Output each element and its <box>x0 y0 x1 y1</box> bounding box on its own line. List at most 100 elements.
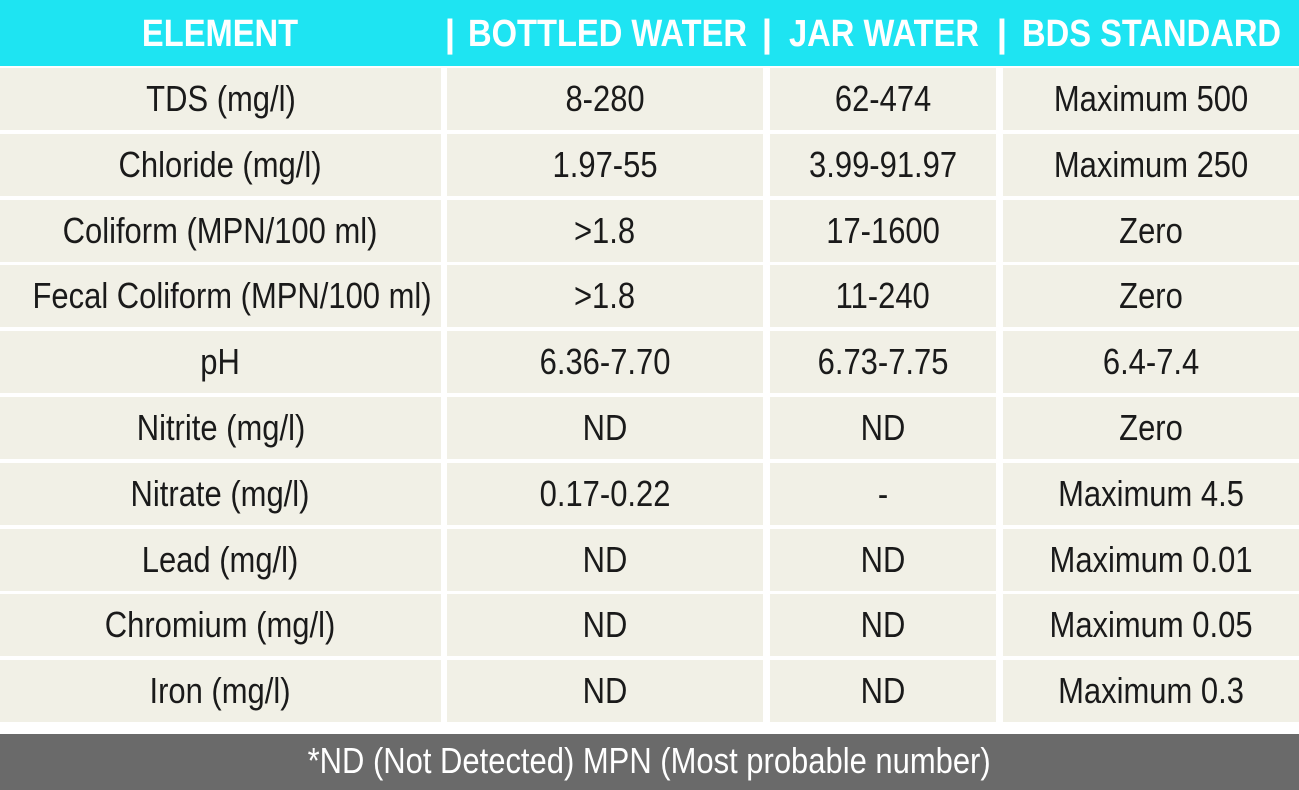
bds-standard-cell: Zero <box>1003 200 1299 262</box>
bds-standard-cell: Maximum 0.3 <box>1003 660 1299 722</box>
jar-water-cell: ND <box>770 660 996 722</box>
jar-water-cell-text: 6.73-7.75 <box>817 341 949 382</box>
bottled-water-cell-text: >1.8 <box>574 210 636 251</box>
bottled-water-cell-text: 1.97-55 <box>552 144 658 185</box>
bds-standard-cell-text: Zero <box>1119 407 1183 448</box>
header-separator: | <box>761 13 773 55</box>
element-cell-text: Chromium (mg/l) <box>105 604 336 645</box>
table-row: Chromium (mg/l) ND ND Maximum 0.05 <box>0 594 1299 656</box>
footnote: *ND (Not Detected) MPN (Most probable nu… <box>0 734 1299 790</box>
element-cell: Coliform (MPN/100 ml) <box>0 200 441 262</box>
bottled-water-cell-text: >1.8 <box>574 275 636 316</box>
bds-standard-cell-text: Maximum 4.5 <box>1058 473 1244 514</box>
bds-standard-cell: Maximum 500 <box>1003 68 1299 130</box>
bottled-water-cell-text: ND <box>582 670 628 711</box>
element-cell-text: Iron (mg/l) <box>149 670 292 711</box>
jar-water-cell: ND <box>770 529 996 591</box>
bds-standard-cell-text: Maximum 500 <box>1053 78 1249 119</box>
jar-water-cell-text: ND <box>860 604 906 645</box>
jar-water-cell-text: ND <box>860 670 906 711</box>
bds-standard-cell: 6.4-7.4 <box>1003 331 1299 393</box>
element-cell: Nitrite (mg/l) <box>0 397 441 459</box>
jar-water-cell-text: 17-1600 <box>826 210 940 251</box>
header-element: ELEMENT <box>141 13 299 55</box>
bottled-water-cell-text: 6.36-7.70 <box>539 341 671 382</box>
element-cell-text: Coliform (MPN/100 ml) <box>63 210 378 251</box>
jar-water-cell-text: - <box>877 473 889 514</box>
table-row: Nitrite (mg/l) ND ND Zero <box>0 397 1299 459</box>
header-bottled-water: BOTTLED WATER <box>468 13 747 55</box>
element-cell: Iron (mg/l) <box>0 660 441 722</box>
jar-water-cell-text: 3.99-91.97 <box>808 144 958 185</box>
bottled-water-cell: >1.8 <box>447 200 763 262</box>
element-cell-text: TDS (mg/l) <box>145 78 296 119</box>
table-row: Nitrate (mg/l) 0.17-0.22 - Maximum 4.5 <box>0 463 1299 525</box>
table-row: Lead (mg/l) ND ND Maximum 0.01 <box>0 529 1299 591</box>
bottled-water-cell: 6.36-7.70 <box>447 331 763 393</box>
jar-water-cell: - <box>770 463 996 525</box>
element-cell: Nitrate (mg/l) <box>0 463 441 525</box>
element-cell-text: pH <box>200 341 241 382</box>
bottled-water-cell-text: ND <box>582 539 628 580</box>
element-cell-text: Lead (mg/l) <box>142 539 299 580</box>
element-cell-text: Nitrate (mg/l) <box>131 473 310 514</box>
element-cell: Lead (mg/l) <box>0 529 441 591</box>
table-row: Chloride (mg/l) 1.97-55 3.99-91.97 Maximum … <box>0 134 1299 196</box>
table-row: Fecal Coliform (MPN/100 ml) >1.8 11-240 Zer… <box>0 265 1299 327</box>
element-cell: TDS (mg/l) <box>0 68 441 130</box>
bottled-water-cell-text: 8-280 <box>565 78 645 119</box>
bds-standard-cell-text: Maximum 250 <box>1053 144 1249 185</box>
header-bds-standard: BDS STANDARD <box>1022 13 1282 55</box>
footnote-text: *ND (Not Detected) MPN (Most probable nu… <box>307 740 992 781</box>
bottled-water-cell-text: 0.17-0.22 <box>539 473 671 514</box>
jar-water-cell: 62-474 <box>770 68 996 130</box>
header-separator: | <box>996 13 1008 55</box>
element-cell: Chloride (mg/l) <box>0 134 441 196</box>
bds-standard-cell-text: Maximum 0.05 <box>1049 604 1253 645</box>
table-row: Iron (mg/l) ND ND Maximum 0.3 <box>0 660 1299 722</box>
table-header: ELEMENT | BOTTLED WATER | JAR WATER | BD… <box>0 0 1299 66</box>
bottled-water-cell: ND <box>447 594 763 656</box>
header-jar-water: JAR WATER <box>789 13 980 55</box>
element-cell: Chromium (mg/l) <box>0 594 441 656</box>
jar-water-cell-text: 62-474 <box>834 78 932 119</box>
bds-standard-cell: Zero <box>1003 265 1299 327</box>
bottled-water-cell: 8-280 <box>447 68 763 130</box>
jar-water-cell-text: 11-240 <box>835 275 931 316</box>
jar-water-cell-text: ND <box>860 539 906 580</box>
jar-water-cell: ND <box>770 594 996 656</box>
jar-water-cell: 3.99-91.97 <box>770 134 996 196</box>
bds-standard-cell: Zero <box>1003 397 1299 459</box>
bds-standard-cell-text: 6.4-7.4 <box>1102 341 1200 382</box>
element-cell-text: Fecal Coliform (MPN/100 ml) <box>32 275 432 316</box>
bds-standard-cell-text: Zero <box>1119 275 1183 316</box>
jar-water-cell: 17-1600 <box>770 200 996 262</box>
element-cell: Fecal Coliform (MPN/100 ml) <box>0 265 441 327</box>
bds-standard-cell-text: Zero <box>1119 210 1183 251</box>
table-row: pH 6.36-7.70 6.73-7.75 6.4-7.4 <box>0 331 1299 393</box>
jar-water-cell-text: ND <box>860 407 906 448</box>
bds-standard-cell: Maximum 250 <box>1003 134 1299 196</box>
element-cell-text: Nitrite (mg/l) <box>136 407 305 448</box>
header-separator: | <box>444 13 456 55</box>
element-cell: pH <box>0 331 441 393</box>
bds-standard-cell: Maximum 0.05 <box>1003 594 1299 656</box>
bds-standard-cell: Maximum 4.5 <box>1003 463 1299 525</box>
bds-standard-cell: Maximum 0.01 <box>1003 529 1299 591</box>
bottled-water-cell: 0.17-0.22 <box>447 463 763 525</box>
jar-water-cell: 11-240 <box>770 265 996 327</box>
jar-water-cell: 6.73-7.75 <box>770 331 996 393</box>
bottled-water-cell: >1.8 <box>447 265 763 327</box>
table-row: Coliform (MPN/100 ml) >1.8 17-1600 Zero <box>0 200 1299 262</box>
bottled-water-cell-text: ND <box>582 604 628 645</box>
element-cell-text: Chloride (mg/l) <box>118 144 323 185</box>
jar-water-cell: ND <box>770 397 996 459</box>
bottled-water-cell: ND <box>447 529 763 591</box>
bottled-water-cell: 1.97-55 <box>447 134 763 196</box>
bds-standard-cell-text: Maximum 0.01 <box>1049 539 1253 580</box>
bottled-water-cell: ND <box>447 660 763 722</box>
table-row: TDS (mg/l) 8-280 62-474 Maximum 500 <box>0 68 1299 130</box>
bottled-water-cell: ND <box>447 397 763 459</box>
bds-standard-cell-text: Maximum 0.3 <box>1058 670 1244 711</box>
